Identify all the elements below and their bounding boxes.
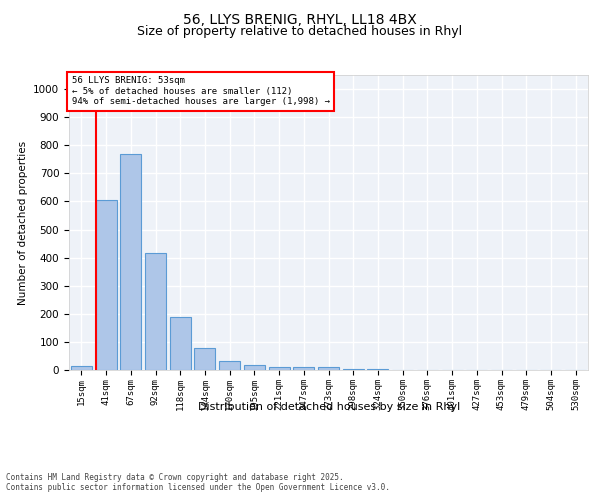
Text: Size of property relative to detached houses in Rhyl: Size of property relative to detached ho… bbox=[137, 25, 463, 38]
Bar bbox=[194, 348, 215, 370]
Bar bbox=[293, 366, 314, 370]
Bar bbox=[120, 154, 141, 370]
Y-axis label: Number of detached properties: Number of detached properties bbox=[17, 140, 28, 304]
Bar bbox=[219, 360, 240, 370]
Bar bbox=[170, 316, 191, 370]
Bar bbox=[244, 365, 265, 370]
Bar bbox=[71, 366, 92, 370]
Bar bbox=[95, 200, 116, 370]
Text: 56 LLYS BRENIG: 53sqm
← 5% of detached houses are smaller (112)
94% of semi-deta: 56 LLYS BRENIG: 53sqm ← 5% of detached h… bbox=[71, 76, 329, 106]
Text: Distribution of detached houses by size in Rhyl: Distribution of detached houses by size … bbox=[197, 402, 460, 412]
Text: 56, LLYS BRENIG, RHYL, LL18 4BX: 56, LLYS BRENIG, RHYL, LL18 4BX bbox=[183, 12, 417, 26]
Bar bbox=[269, 367, 290, 370]
Bar bbox=[318, 367, 339, 370]
Bar bbox=[145, 254, 166, 370]
Text: Contains HM Land Registry data © Crown copyright and database right 2025.
Contai: Contains HM Land Registry data © Crown c… bbox=[6, 472, 390, 492]
Bar bbox=[343, 368, 364, 370]
